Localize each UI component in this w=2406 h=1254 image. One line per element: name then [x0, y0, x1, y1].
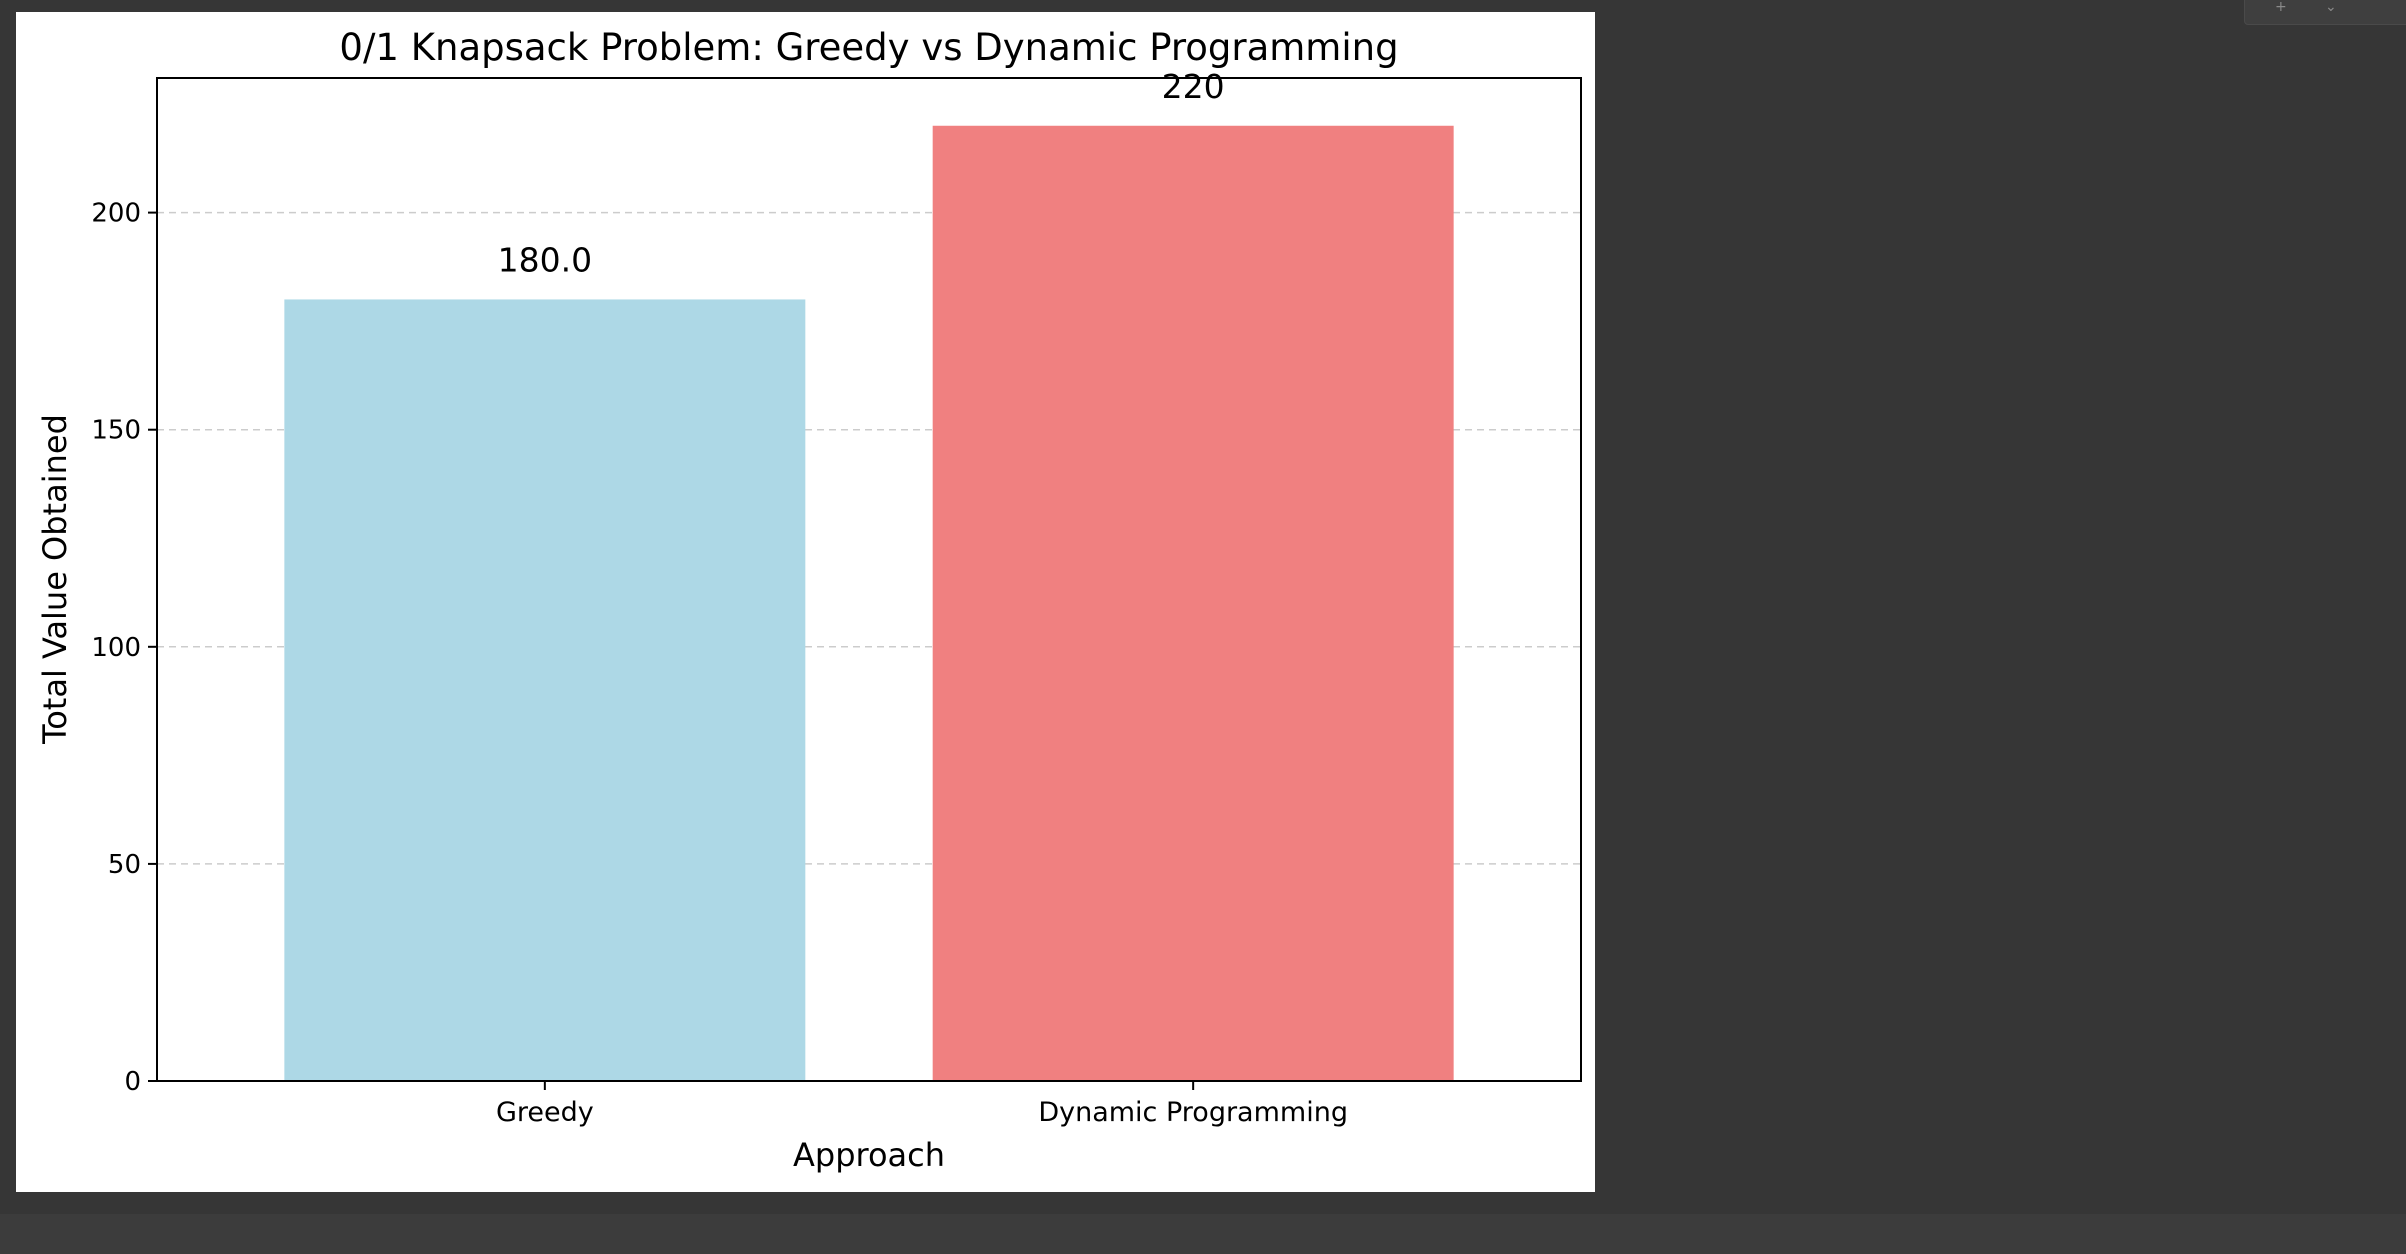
- x-axis-label: Approach: [793, 1136, 945, 1174]
- y-tick-label: 0: [124, 1067, 141, 1097]
- figure-toolbar[interactable]: + ⌄: [2244, 0, 2406, 25]
- y-axis: 0 50 100 150 200: [91, 199, 157, 1097]
- bar-dynamic-programming: [932, 125, 1454, 1081]
- y-tick-label: 100: [91, 633, 141, 663]
- y-tick-label: 50: [108, 850, 141, 880]
- chart-figure: 0 50 100 150 200 Greedy Dynamic Programming 1…: [16, 12, 1595, 1192]
- y-axis-label: Total Value Obtained: [36, 414, 74, 745]
- x-axis: Greedy Dynamic Programming: [496, 1081, 1348, 1128]
- y-tick-label: 150: [91, 416, 141, 446]
- plot-frame: [156, 77, 1582, 1082]
- bar-chart: 0 50 100 150 200 Greedy Dynamic Programming 1…: [36, 26, 1582, 1174]
- x-tick-label: Dynamic Programming: [1038, 1097, 1348, 1128]
- bar-greedy: [284, 299, 806, 1082]
- data-labels: 180.0 220: [498, 67, 1225, 280]
- bottom-status-strip: [0, 1214, 2406, 1254]
- bars: [284, 125, 1454, 1082]
- chevron-down-icon[interactable]: ⌄: [2325, 0, 2337, 15]
- data-label: 220: [1162, 67, 1225, 106]
- x-tick-label: Greedy: [496, 1097, 594, 1128]
- chart-title: 0/1 Knapsack Problem: Greedy vs Dynamic …: [339, 26, 1398, 69]
- y-tick-label: 200: [91, 199, 141, 229]
- plus-icon[interactable]: +: [2275, 0, 2287, 15]
- grid-lines: [157, 211, 1581, 865]
- data-label: 180.0: [498, 240, 592, 279]
